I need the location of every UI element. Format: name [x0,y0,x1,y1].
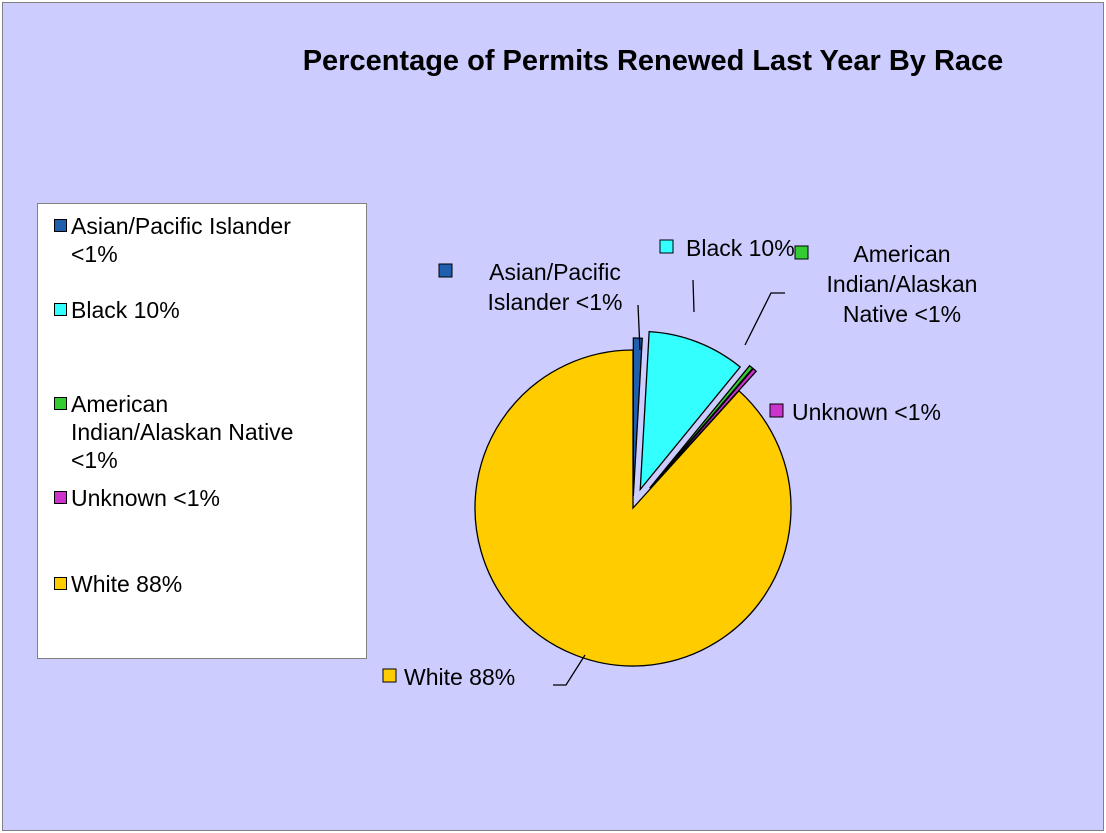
data-label-text: American Indian/Alaskan Native <1% [827,241,978,327]
data-label-unknown: Unknown <1% [769,399,941,425]
legend-label: American Indian/Alaskan Native <1% [71,391,294,473]
data-label-white: White 88% [382,664,515,690]
data-label-swatch [382,668,397,683]
data-label-asian: Asian/Pacific Islander <1% [438,259,623,315]
data-label-text: White 88% [404,664,515,690]
data-label-american-indian: American Indian/Alaskan Native <1% [794,241,978,327]
slice-white [474,349,792,667]
legend-swatch [54,577,67,590]
slice-asian [632,337,643,497]
leader-line-black [692,279,695,313]
leader-line-white [553,654,586,686]
leader-line-american-indian [744,292,785,346]
data-label-text: Asian/Pacific Islander <1% [488,259,623,315]
data-label-text: Black 10% [686,235,795,261]
data-label-swatch [769,403,784,418]
legend-label: Black 10% [71,297,180,323]
legend-swatch [54,491,67,504]
slice-american-indian [649,364,754,489]
legend-swatch [54,219,67,232]
slice-unknown [649,367,758,489]
legend: Asian/Pacific Islander <1% Black 10% Ameri… [37,203,367,659]
data-label-swatch [438,263,453,278]
legend-label: Asian/Pacific Islander <1% [71,213,291,267]
leader-line-asian [637,304,641,351]
data-label-swatch [659,239,674,254]
data-label-swatch [794,245,809,260]
legend-swatch [54,303,67,316]
legend-label: Unknown <1% [71,485,220,511]
legend-label: White 88% [71,571,183,597]
slice-black [639,330,742,492]
data-label-text: Unknown <1% [792,399,941,425]
chart-title: Percentage of Permits Renewed Last Year … [302,45,1004,77]
data-label-black: Black 10% [659,235,795,261]
legend-swatch [54,397,67,410]
